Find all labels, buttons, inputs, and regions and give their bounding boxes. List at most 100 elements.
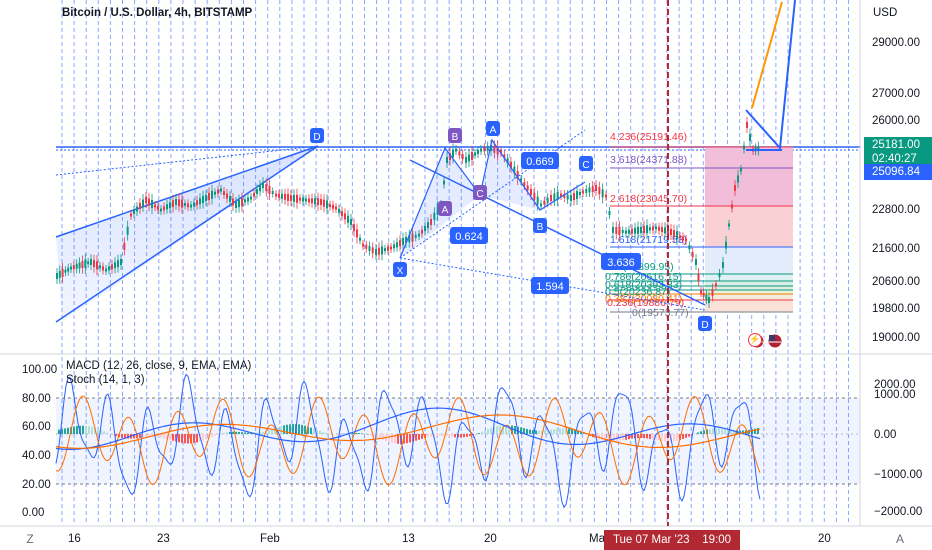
countdown: 02:40:27 (872, 153, 917, 165)
candle-body (471, 152, 473, 160)
candle-body (205, 195, 207, 201)
macd-histogram-bar (115, 434, 117, 437)
macd-histogram-bar (412, 434, 414, 442)
candle-body (418, 233, 420, 237)
candle-body (591, 186, 594, 192)
macd-histogram-bar (304, 425, 306, 434)
candle-body (691, 252, 694, 258)
fib-label: 1.618(21719.53) (610, 234, 687, 246)
candle-body (61, 268, 64, 277)
candle-body (350, 219, 352, 225)
ratio-badge-text: 0.624 (455, 231, 483, 243)
current-price: 25181.00 (872, 139, 920, 151)
candle-body (631, 228, 633, 234)
candle-body (368, 246, 371, 251)
fib-zone (705, 206, 793, 247)
candle-body (725, 241, 727, 249)
timezone-button[interactable]: Z (26, 532, 34, 546)
macd-histogram-bar (469, 434, 471, 437)
macd-histogram-bar (82, 425, 84, 434)
macd-scale-label: 2000.00 (874, 379, 916, 391)
candle-body (746, 122, 748, 128)
macd-histogram-bar (289, 424, 291, 434)
macd-histogram-bar (175, 434, 177, 442)
candle-body (139, 203, 141, 209)
candle-body (658, 226, 660, 231)
auto-scale-button[interactable]: A (895, 532, 904, 546)
stoch-indicator-label[interactable]: Stoch (14, 1, 3) (66, 374, 145, 386)
macd-histogram-bar (376, 434, 378, 438)
macd-histogram-bar (271, 429, 273, 434)
candle-body (199, 198, 201, 205)
candle-body (302, 197, 304, 202)
candle-body (211, 190, 213, 199)
candle-body (178, 199, 180, 207)
point-a2-badge-text: A (490, 125, 497, 136)
macd-histogram-bar (397, 434, 399, 444)
candle-body (523, 182, 526, 186)
time-label: 23 (157, 533, 170, 545)
macd-histogram-bar (73, 426, 75, 434)
candle-body (111, 264, 113, 270)
candle-body (154, 204, 156, 208)
candle-body (685, 238, 687, 242)
candle-body (169, 202, 171, 209)
point-d-badge (698, 316, 712, 331)
candle-body (299, 197, 301, 201)
candle-body (130, 213, 132, 217)
price-label: 26000.00 (872, 115, 920, 127)
candle-body (253, 192, 255, 197)
price-label: 21600.00 (872, 243, 920, 255)
candle-body (229, 196, 231, 202)
pattern-line (399, 138, 586, 259)
point-c2-badge (579, 156, 593, 171)
time-label: 16 (68, 533, 81, 545)
fib-zone (705, 168, 793, 206)
macd-histogram-bar (112, 434, 114, 436)
price-label: 29000.00 (872, 37, 920, 49)
lightning-icon[interactable]: ⚡ (748, 333, 762, 347)
candle-body (371, 247, 374, 254)
candle-body (145, 197, 147, 203)
candle-body (84, 259, 87, 268)
macd-histogram-bar (121, 434, 123, 438)
signal-line (55, 414, 761, 449)
macd-histogram-bar (193, 434, 195, 444)
macd-histogram-bar (328, 433, 330, 434)
macd-histogram-bar (466, 434, 468, 437)
macd-histogram-bar (676, 434, 678, 441)
candle-body (126, 226, 129, 235)
fib-label: 0.786(20616.15) (605, 271, 682, 283)
candle-body (271, 191, 274, 194)
fib-label: 2.618(23045.70) (610, 193, 687, 205)
events-icons[interactable]: ⚡ (748, 333, 762, 347)
macd-histogram-bar (196, 434, 198, 443)
macd-histogram-bar (553, 429, 555, 434)
macd-histogram-bar (574, 429, 576, 434)
macd-histogram-bar (616, 434, 618, 442)
candle-body (399, 240, 401, 247)
macd-histogram-bar (502, 425, 504, 434)
macd-histogram-bar (478, 433, 480, 434)
macd-histogram-bar (646, 434, 648, 439)
macd-histogram-bar (355, 432, 357, 434)
macd-histogram-bar (700, 431, 702, 434)
macd-histogram-bar (298, 424, 300, 434)
candle-body (718, 273, 721, 277)
candle-body (483, 147, 486, 152)
candle-body (99, 265, 101, 269)
candle-body (715, 283, 717, 287)
candle-body (731, 204, 733, 209)
symbol-title[interactable]: Bitcoin / U.S. Dollar, 4h, BITSTAMP (62, 7, 253, 19)
macd-indicator-label[interactable]: MACD (12, 26, close, 9, EMA, EMA) (66, 360, 252, 372)
candle-body (579, 192, 581, 195)
candle-body (711, 289, 714, 296)
fib-zone (705, 274, 793, 281)
candle-body (123, 242, 126, 250)
candle-body (375, 249, 377, 255)
stoch-scale-label: 60.00 (22, 421, 51, 433)
macd-histogram-bar (685, 434, 687, 438)
candle-body (405, 237, 407, 243)
macd-histogram-bar (238, 431, 240, 434)
